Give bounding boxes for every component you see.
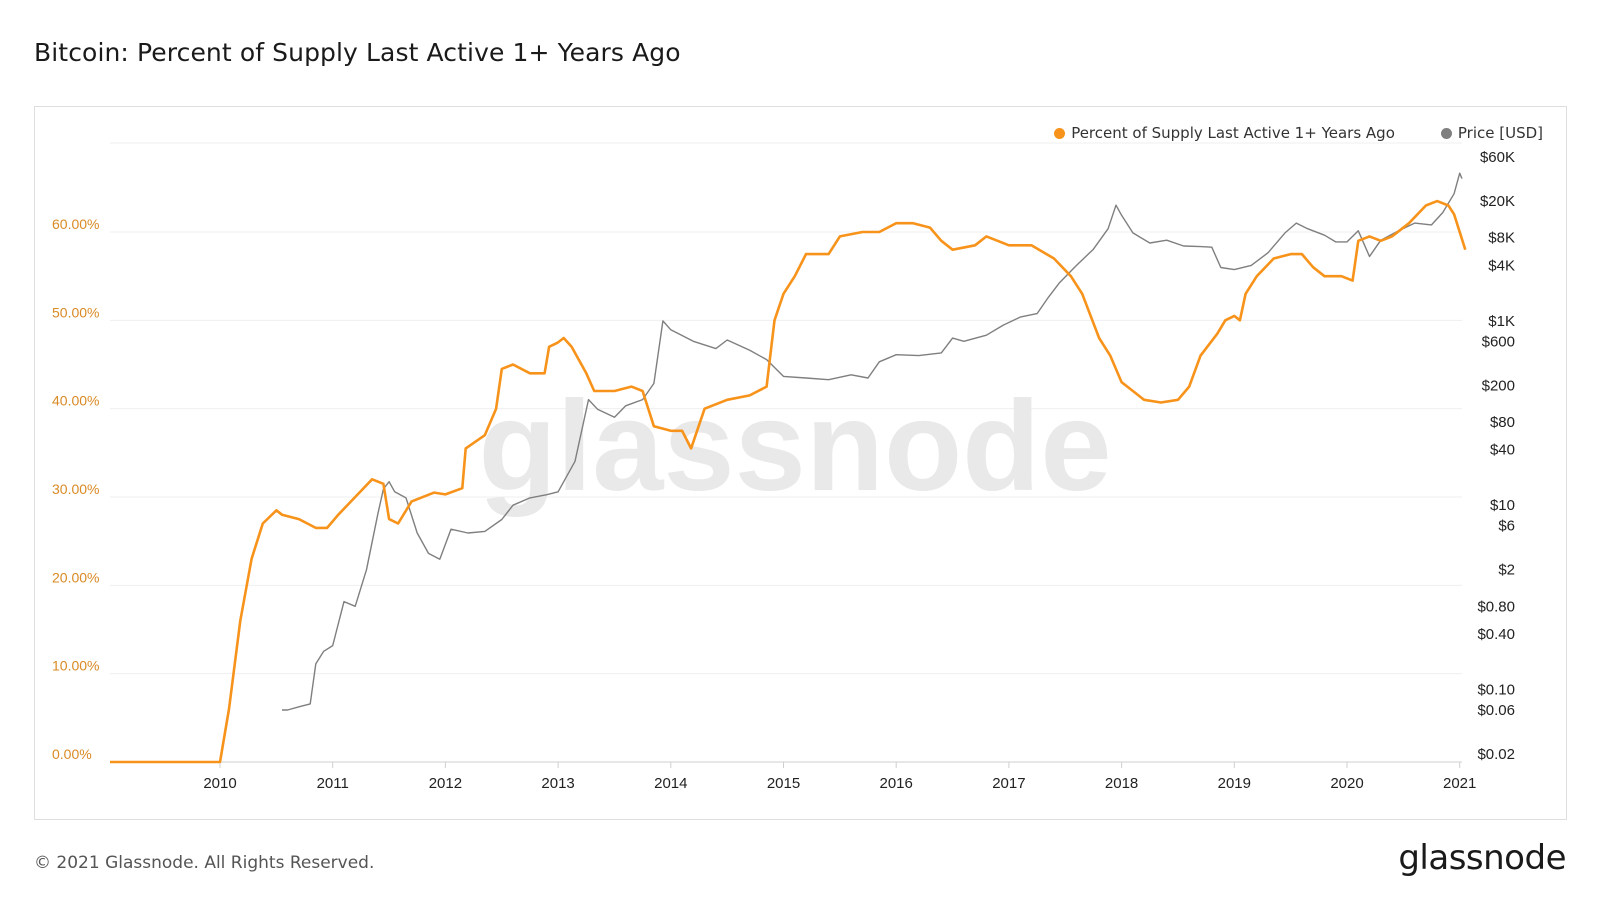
x-axis-tick-label: 2011 (317, 775, 349, 792)
chart-title: Bitcoin: Percent of Supply Last Active 1… (34, 38, 681, 67)
right-axis-tick-label: $1K (1488, 313, 1515, 330)
right-axis-tick-label: $10 (1490, 497, 1515, 514)
left-axis: 0.00% 10.00% 20.00% 30.00% 40.00% 50.00% 60.00… (52, 216, 99, 762)
right-axis-tick-label: $0.02 (1477, 746, 1515, 763)
series-layer (110, 172, 1467, 764)
x-axis-tick-label: 2016 (880, 775, 913, 792)
right-axis-tick-label: $200 (1482, 377, 1515, 394)
copyright-text: © 2021 Glassnode. All Rights Reserved. (34, 853, 375, 873)
x-axis-tick-label: 2020 (1330, 775, 1363, 792)
right-axis-tick-label: $40 (1490, 442, 1515, 459)
x-axis-tick-label: 2019 (1218, 775, 1251, 792)
legend-item-price[interactable]: Price [USD] (1440, 124, 1543, 142)
legend-dot-supply (1054, 127, 1066, 139)
left-axis-tick-label: 40.00% (52, 393, 99, 409)
series-line-price[interactable] (282, 172, 1463, 711)
x-axis-tick-label: 2015 (767, 775, 800, 792)
watermark: glassnode (478, 375, 1111, 518)
left-axis-tick-label: 0.00% (52, 746, 92, 762)
right-axis-tick-label: $0.40 (1477, 626, 1515, 643)
right-axis-tick-label: $600 (1482, 333, 1515, 350)
chart-card (34, 106, 1567, 820)
right-axis-tick-label: $20K (1480, 193, 1515, 210)
left-axis-tick-label: 20.00% (52, 569, 99, 585)
legend-item-supply[interactable]: Percent of Supply Last Active 1+ Years A… (1054, 124, 1395, 142)
x-axis-tick-label: 2018 (1105, 775, 1138, 792)
legend-dot-price (1440, 127, 1452, 139)
right-axis-tick-label: $6 (1498, 518, 1515, 535)
right-axis-tick-label: $80 (1490, 414, 1515, 431)
right-axis-tick-label: $0.80 (1477, 598, 1515, 615)
right-axis: $60K $20K $8K $4K $1K $600 $200 $80 $40 $10 $6 $2 $0… (1477, 149, 1515, 763)
right-axis-tick-label: $8K (1488, 230, 1515, 247)
right-axis-tick-label: $2 (1498, 562, 1515, 579)
legend-label-supply: Percent of Supply Last Active 1+ Years A… (1071, 124, 1395, 142)
x-axis-tick-label: 2014 (654, 775, 687, 792)
left-axis-tick-label: 50.00% (52, 304, 99, 320)
x-axis-tick-label: 2021 (1443, 775, 1476, 792)
series-line-supply[interactable] (110, 199, 1467, 764)
left-axis-tick-label: 10.00% (52, 658, 99, 674)
right-axis-tick-label: $60K (1480, 149, 1515, 166)
x-axis-tick-label: 2017 (992, 775, 1025, 792)
x-axis: 2010 2011 2012 2013 2014 2015 2016 2017 2018 2019… (110, 761, 1476, 792)
x-axis-tick-label: 2012 (429, 775, 462, 792)
x-axis-tick-label: 2010 (203, 775, 236, 792)
right-axis-tick-label: $0.10 (1477, 682, 1515, 699)
glassnode-logo[interactable]: glassnode (1398, 838, 1566, 878)
legend: Percent of Supply Last Active 1+ Years A… (1054, 124, 1543, 142)
left-axis-tick-label: 30.00% (52, 481, 99, 497)
right-axis-tick-label: $4K (1488, 257, 1515, 274)
legend-label-price: Price [USD] (1457, 124, 1543, 142)
left-axis-tick-label: 60.00% (52, 216, 99, 232)
right-axis-tick-label: $0.06 (1477, 702, 1515, 719)
x-axis-tick-label: 2013 (541, 775, 574, 792)
